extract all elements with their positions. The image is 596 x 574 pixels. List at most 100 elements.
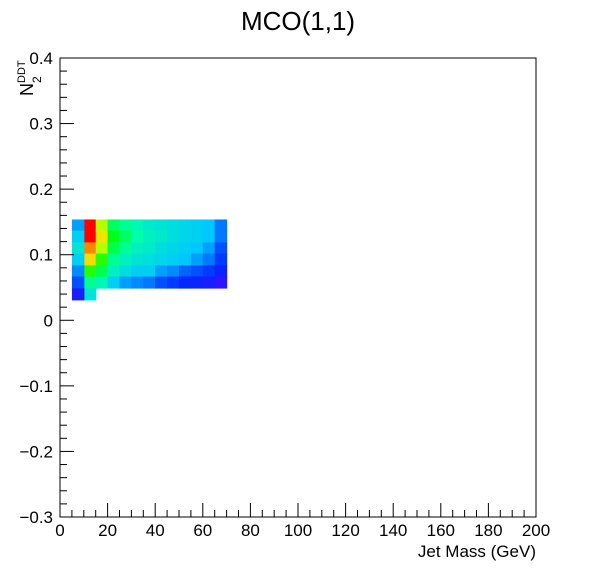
heatmap-cell-65 xyxy=(190,253,204,266)
x-tick-label-20: 20 xyxy=(98,521,117,540)
chart-title: MCO(1,1) xyxy=(241,6,355,36)
heatmap-cell-18 xyxy=(71,276,85,289)
heatmap-cell-29 xyxy=(119,253,132,266)
heatmap-cell-63 xyxy=(190,230,204,243)
heatmap-cell-79 xyxy=(214,276,228,289)
heatmap-cell-35 xyxy=(131,253,144,266)
heatmap-cell-19 xyxy=(71,288,85,301)
heatmap-cell-12 xyxy=(95,276,109,289)
heatmap-cell-46 xyxy=(155,242,168,255)
heatmap-cell-56 xyxy=(179,219,192,232)
y-axis-label: N 2 DDT xyxy=(16,60,44,96)
heatmap-cell-51 xyxy=(167,230,180,243)
heatmap-cell-21 xyxy=(107,230,121,243)
heatmap-cell-70 xyxy=(202,242,216,255)
y-tick-label-2: −0.1 xyxy=(19,377,53,396)
x-tick-label-140: 140 xyxy=(379,521,407,540)
heatmap-cell-74 xyxy=(214,219,228,232)
heatmap-cell-71 xyxy=(202,253,216,266)
heatmap-cell-1 xyxy=(83,230,97,243)
x-tick-label-200: 200 xyxy=(522,521,550,540)
heatmap-cell-20 xyxy=(107,219,121,232)
heatmap-cell-76 xyxy=(214,242,228,255)
axis-ticks xyxy=(59,57,537,518)
heatmap-cell-48 xyxy=(155,265,168,278)
x-tick-label-80: 80 xyxy=(241,521,260,540)
heatmap-cell-61 xyxy=(179,276,192,289)
heatmap-cell-54 xyxy=(167,265,180,278)
heatmap-cell-13 xyxy=(71,219,85,232)
heatmap-cell-55 xyxy=(167,276,180,289)
heatmap-cell-43 xyxy=(143,276,156,289)
heatmap-cell-59 xyxy=(179,253,192,266)
heatmap-cell-53 xyxy=(167,253,180,266)
heatmap-cell-58 xyxy=(179,242,192,255)
heatmap-cell-75 xyxy=(214,230,228,243)
heatmap-cell-30 xyxy=(119,265,132,278)
heatmap-cell-34 xyxy=(131,242,144,255)
y-tick-label-7: 0.4 xyxy=(29,49,53,68)
heatmap-cell-25 xyxy=(107,276,121,289)
heatmap-cell-2 xyxy=(83,242,97,255)
heatmap-cell-23 xyxy=(107,253,121,266)
heatmap-cell-28 xyxy=(119,242,132,255)
heatmap-cell-0 xyxy=(83,219,97,232)
heatmap-cell-11 xyxy=(95,265,109,278)
heatmap-cell-32 xyxy=(131,219,144,232)
heatmap-cell-14 xyxy=(71,230,85,243)
heatmap-cell-40 xyxy=(143,242,156,255)
heatmap-cell-62 xyxy=(190,219,204,232)
heatmap-cell-41 xyxy=(143,253,156,266)
heatmap-cell-49 xyxy=(155,276,168,289)
x-tick-label-0: 0 xyxy=(55,521,64,540)
heatmap-cell-50 xyxy=(167,219,180,232)
x-tick-label-120: 120 xyxy=(331,521,359,540)
heatmap-cell-16 xyxy=(71,253,85,266)
heatmap-cell-36 xyxy=(131,265,144,278)
y-axis-label-sup: DDT xyxy=(16,60,28,83)
heatmap-cell-42 xyxy=(143,265,156,278)
heatmap-cell-3 xyxy=(83,253,97,266)
heatmap-cell-45 xyxy=(155,230,168,243)
heatmap-cells xyxy=(71,219,228,301)
y-tick-label-4: 0.1 xyxy=(29,246,53,265)
heatmap-cell-64 xyxy=(190,242,204,255)
heatmap-cell-15 xyxy=(71,242,85,255)
x-tick-label-180: 180 xyxy=(474,521,502,540)
heatmap-cell-78 xyxy=(214,265,228,278)
y-tick-label-0: −0.3 xyxy=(19,508,53,527)
heatmap-cell-39 xyxy=(143,230,156,243)
heatmap-cell-38 xyxy=(143,219,156,232)
heatmap-cell-27 xyxy=(119,230,132,243)
heatmap-cell-10 xyxy=(95,253,109,266)
heatmap-cell-77 xyxy=(214,253,228,266)
axis-tick-labels: 0 20 40 60 80 100 120 140 160 180 200−0.3−0.2−0.10… xyxy=(19,49,550,540)
heatmap-cell-7 xyxy=(95,219,109,232)
heatmap-cell-17 xyxy=(71,265,85,278)
heatmap-cell-9 xyxy=(95,242,109,255)
x-axis-label: Jet Mass (GeV) xyxy=(418,542,536,561)
x-tick-label-100: 100 xyxy=(284,521,312,540)
heatmap-cell-44 xyxy=(155,219,168,232)
heatmap-cell-69 xyxy=(202,230,216,243)
heatmap-cell-60 xyxy=(179,265,192,278)
heatmap-cell-72 xyxy=(202,265,216,278)
y-tick-label-6: 0.3 xyxy=(29,115,53,134)
heatmap-cell-5 xyxy=(83,276,97,289)
heatmap-cell-52 xyxy=(167,242,180,255)
heatmap-cell-73 xyxy=(202,276,216,289)
heatmap-cell-67 xyxy=(190,276,204,289)
heatmap-cell-4 xyxy=(83,265,97,278)
heatmap-cell-57 xyxy=(179,230,192,243)
heatmap-cell-24 xyxy=(107,265,121,278)
heatmap-cell-8 xyxy=(95,230,109,243)
x-tick-label-40: 40 xyxy=(146,521,165,540)
heatmap-cell-31 xyxy=(119,276,132,289)
heatmap-cell-37 xyxy=(131,276,144,289)
heatmap-cell-47 xyxy=(155,253,168,266)
heatmap-cell-33 xyxy=(131,230,144,243)
y-axis-label-sub: 2 xyxy=(30,76,44,83)
heatmap-cell-68 xyxy=(202,219,216,232)
heatmap-cell-66 xyxy=(190,265,204,278)
